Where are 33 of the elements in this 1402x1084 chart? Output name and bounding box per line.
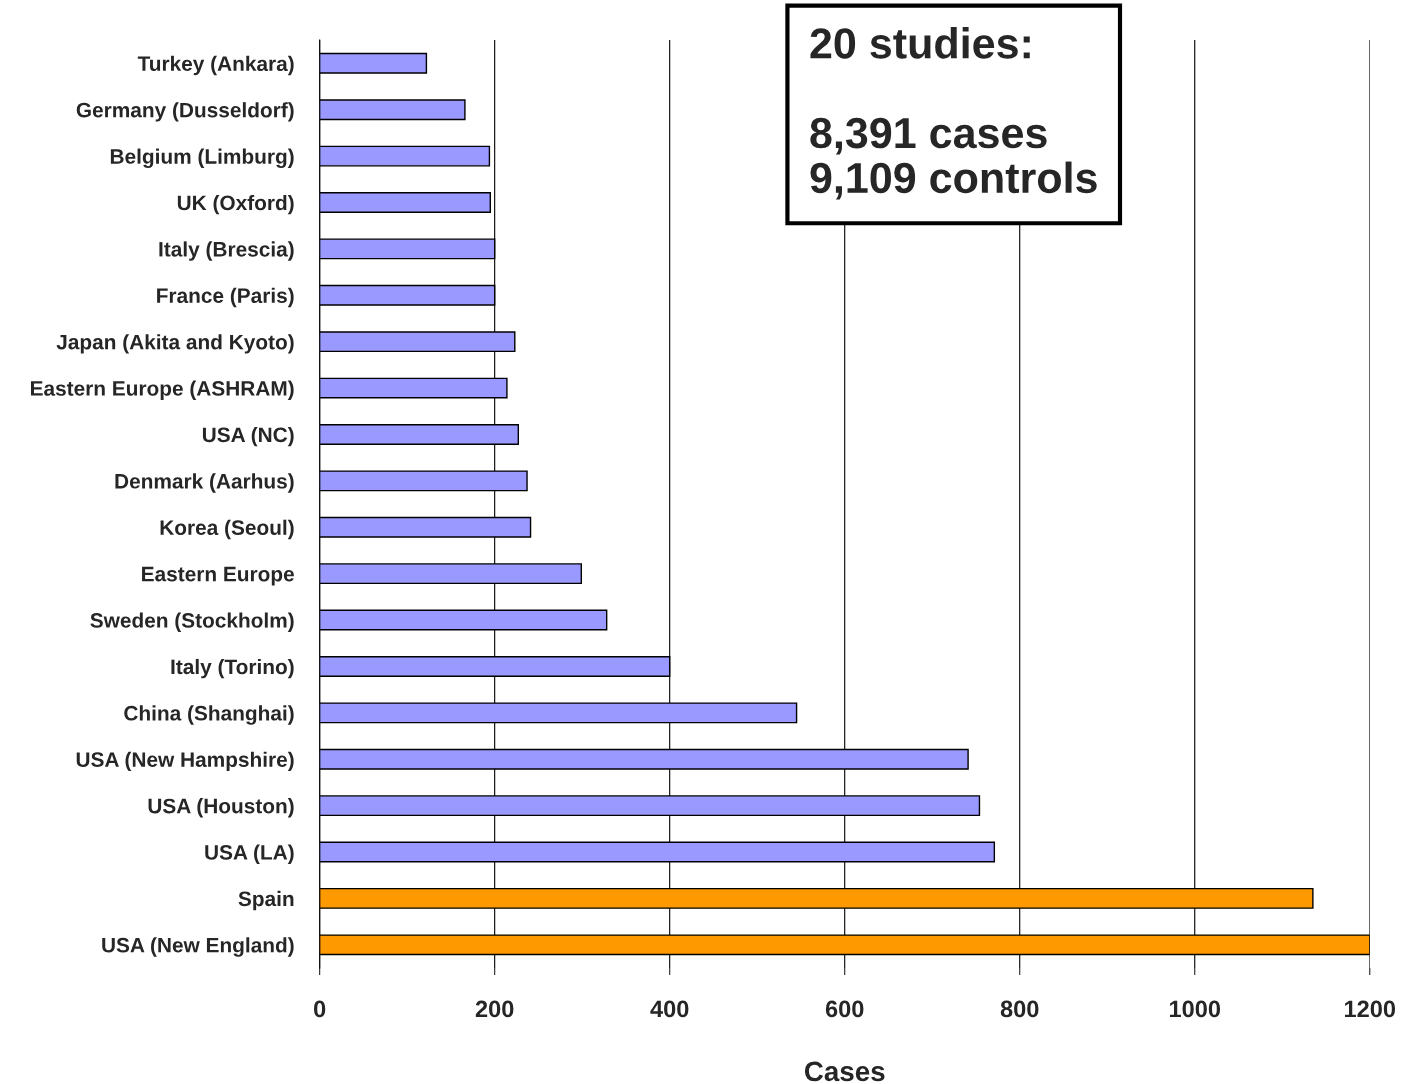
x-tick-label: 1200 — [1344, 1000, 1396, 1018]
bar — [319, 99, 466, 121]
y-tick-label: Denmark (Aarhus) — [115, 473, 294, 493]
text: 20 studies: 8,391 cases 9,109 controls — [810, 27, 1097, 200]
x-tick-label: 0 — [314, 1000, 326, 1018]
y-tick-label: Sweden (Stockholm) — [90, 612, 294, 632]
y-tick-label: Italy (Torino) — [171, 658, 294, 679]
x-tick-label: 400 — [650, 1000, 689, 1018]
bar — [319, 145, 491, 167]
y-tick-label: Eastern Europe (ASHRAM) — [30, 380, 294, 400]
x-tick-label: 800 — [1000, 1000, 1039, 1018]
x-tick-label: 1000 — [1169, 1000, 1221, 1018]
y-tick-label: UK (Oxford) — [177, 194, 294, 215]
x-tick-label: 600 — [825, 1000, 864, 1018]
y-tick-label: Germany (Dusseldorf) — [76, 102, 294, 122]
bar — [319, 192, 491, 213]
x-axis-title: Cases — [804, 1061, 885, 1082]
y-tick-label: Turkey (Ankara) — [137, 55, 294, 76]
y-tick-label: Korea (Seoul) — [160, 519, 294, 540]
y-tick-label: Spain — [238, 890, 294, 911]
x-tick-label: 200 — [475, 1000, 514, 1018]
y-tick-label: Italy (Brescia) — [159, 241, 294, 261]
y-tick-label: USA (New Hampshire) — [76, 751, 294, 772]
bar — [319, 52, 428, 74]
y-tick-label: Japan (Akita and Kyoto) — [56, 334, 294, 354]
y-tick-label: USA (New England) — [102, 937, 294, 957]
y-tick-label: USA (Houston) — [148, 798, 294, 818]
y-tick-label: USA (LA) — [205, 844, 294, 864]
y-tick-label: Belgium (Limburg) — [110, 148, 294, 169]
y-tick-label: Eastern Europe — [142, 566, 294, 586]
y-tick-label: China (Shanghai) — [124, 705, 294, 725]
y-tick-label: France (Paris) — [157, 287, 294, 308]
y-tick-label: USA (NC) — [202, 426, 294, 447]
